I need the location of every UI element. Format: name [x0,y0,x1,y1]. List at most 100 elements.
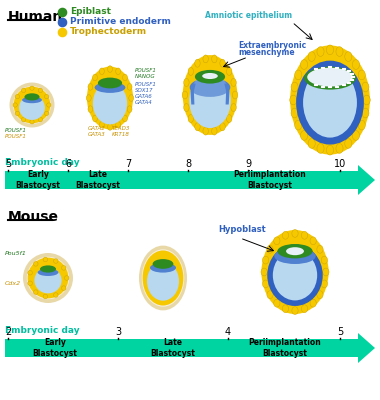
Text: Periimplantation
Blastocyst: Periimplantation Blastocyst [249,338,321,358]
Ellipse shape [14,87,51,123]
Text: Early
Blastocyst: Early Blastocyst [16,170,60,190]
Text: Extraembryonic: Extraembryonic [238,41,306,50]
Ellipse shape [308,52,315,62]
Ellipse shape [54,293,58,297]
Text: KRT18: KRT18 [112,132,130,137]
Point [59,29,65,35]
Ellipse shape [183,55,237,135]
Text: 10: 10 [334,159,346,169]
Text: Mouse: Mouse [8,210,59,224]
Text: Trophectoderm: Trophectoderm [70,28,147,36]
Polygon shape [5,333,375,363]
Ellipse shape [189,73,231,128]
Point [59,9,65,15]
Ellipse shape [220,123,225,131]
Ellipse shape [87,66,133,130]
Ellipse shape [93,74,97,81]
Ellipse shape [33,290,38,294]
Ellipse shape [291,82,298,92]
Ellipse shape [294,120,302,130]
Ellipse shape [203,127,208,135]
Ellipse shape [261,230,329,314]
Ellipse shape [27,257,69,299]
Point [59,19,65,25]
Text: 4: 4 [225,327,231,337]
Ellipse shape [226,115,232,122]
Text: GATA3: GATA3 [88,132,106,137]
Ellipse shape [30,120,34,124]
Ellipse shape [88,84,93,90]
Text: GATA6: GATA6 [135,94,153,99]
Text: Pou5f1: Pou5f1 [5,251,27,256]
Ellipse shape [13,86,51,124]
Text: Early
Blastocyst: Early Blastocyst [33,338,78,358]
Text: 7: 7 [125,159,131,169]
Ellipse shape [274,248,316,264]
Text: Hypoblast: Hypoblast [218,225,266,234]
Ellipse shape [261,268,267,276]
Ellipse shape [95,82,125,93]
Ellipse shape [43,294,48,299]
Ellipse shape [15,94,19,99]
Ellipse shape [150,263,176,273]
Ellipse shape [127,106,132,112]
Ellipse shape [294,70,302,80]
Ellipse shape [47,103,51,107]
Ellipse shape [290,45,370,154]
Ellipse shape [153,259,173,269]
Ellipse shape [10,82,54,128]
Ellipse shape [184,78,189,86]
Text: mesenchyme: mesenchyme [238,48,294,57]
Ellipse shape [226,68,232,75]
Ellipse shape [362,82,369,92]
Ellipse shape [23,253,73,303]
Ellipse shape [336,47,343,56]
Ellipse shape [38,269,59,276]
Ellipse shape [100,122,104,128]
Text: 5: 5 [337,327,343,337]
Ellipse shape [317,47,324,56]
Ellipse shape [22,97,42,103]
Ellipse shape [358,120,365,130]
Ellipse shape [352,60,359,69]
Ellipse shape [267,246,273,253]
Ellipse shape [33,262,38,266]
Ellipse shape [62,286,66,290]
Text: Epiblast: Epiblast [70,8,111,16]
Text: POUSF1: POUSF1 [135,68,157,73]
Text: 2: 2 [5,327,11,337]
Ellipse shape [292,230,298,237]
Text: 8: 8 [185,159,191,169]
Ellipse shape [21,88,26,92]
Ellipse shape [263,280,269,288]
Ellipse shape [19,96,45,120]
Ellipse shape [182,91,188,99]
Ellipse shape [93,115,97,122]
Ellipse shape [38,88,43,92]
Ellipse shape [282,305,288,313]
Ellipse shape [54,259,58,263]
Ellipse shape [307,68,353,86]
Ellipse shape [93,82,127,124]
Ellipse shape [362,108,369,118]
Ellipse shape [195,70,225,84]
Text: Human: Human [8,10,63,24]
Ellipse shape [317,144,324,153]
Text: Amniotic epithelium: Amniotic epithelium [205,11,292,20]
Ellipse shape [233,91,238,99]
Ellipse shape [282,231,288,239]
Ellipse shape [310,237,316,245]
Text: SOX17: SOX17 [135,88,154,93]
Text: POUSF1: POUSF1 [5,134,27,139]
Ellipse shape [88,106,93,112]
Ellipse shape [116,68,120,74]
Text: Periimplantation
Blastocyst: Periimplantation Blastocyst [234,170,306,190]
Ellipse shape [326,45,334,55]
Ellipse shape [304,67,356,90]
Ellipse shape [35,267,62,293]
Text: 5: 5 [5,159,11,169]
Text: Late
Blastocyst: Late Blastocyst [76,170,120,190]
Ellipse shape [188,115,193,122]
Ellipse shape [65,276,69,280]
Ellipse shape [308,138,315,148]
